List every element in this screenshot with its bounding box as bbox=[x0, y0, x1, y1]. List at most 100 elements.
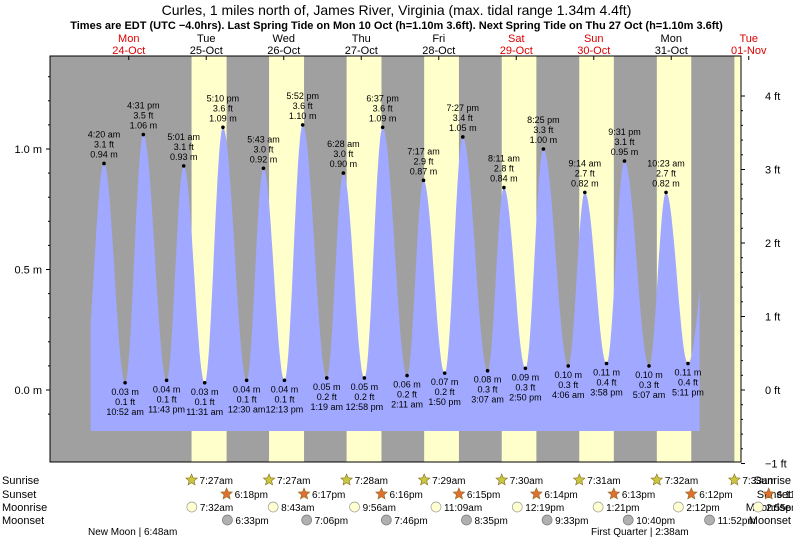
low-tide-point bbox=[604, 361, 609, 366]
low-tide-point bbox=[244, 378, 249, 383]
high-tide-height: 0.87 m bbox=[410, 166, 438, 176]
low-tide-point bbox=[282, 378, 287, 383]
axes: 1.0 m 0.5 m 0.0 m 4 ft 3 ft 2 ft 1 ft 0 ft −1 ft bbox=[14, 55, 787, 471]
high-tide-time: 5:01 am bbox=[167, 132, 200, 142]
moonrise-time: 1:21pm bbox=[606, 503, 639, 514]
low-tide-ft: 0.2 ft bbox=[317, 392, 338, 402]
chart-title: Curles, 1 miles north of, James River, V… bbox=[162, 2, 632, 18]
moonrise-icon bbox=[592, 501, 604, 513]
moonrise-icon bbox=[752, 501, 764, 513]
low-tide-height: 0.09 m bbox=[512, 372, 540, 382]
right-axis-label: 1 ft bbox=[765, 312, 780, 324]
high-tide-ft: 3.6 ft bbox=[293, 101, 314, 111]
low-tide-ft: 0.3 ft bbox=[478, 385, 499, 395]
high-tide-point bbox=[221, 125, 225, 130]
high-tide-ft: 2.7 ft bbox=[656, 168, 677, 178]
moonrise-icon bbox=[430, 501, 442, 513]
high-tide-time: 8:11 am bbox=[488, 154, 520, 164]
sunset-time: 6:16pm bbox=[389, 490, 422, 501]
low-tide-time: 12:13 pm bbox=[266, 404, 304, 414]
high-tide-ft: 2.7 ft bbox=[575, 168, 596, 178]
high-tide-ft: 3.1 ft bbox=[614, 137, 635, 147]
daylight-band bbox=[734, 56, 741, 462]
high-tide-point bbox=[102, 161, 106, 166]
low-tide-height: 0.06 m bbox=[393, 380, 421, 390]
low-tide-ft: 0.2 ft bbox=[435, 387, 456, 397]
day-header-date: 25-Oct bbox=[190, 45, 223, 57]
moonrise-time: 8:43am bbox=[281, 503, 314, 514]
low-tide-ft: 0.3 ft bbox=[639, 380, 660, 390]
high-tide-ft: 3.6 ft bbox=[373, 103, 394, 113]
high-tide-point bbox=[583, 190, 587, 195]
high-tide-point bbox=[300, 123, 305, 127]
row-label-left: Moonrise bbox=[2, 502, 47, 514]
low-tide-point bbox=[362, 376, 367, 380]
sunrise-icon bbox=[185, 473, 199, 486]
moonrise-icon bbox=[267, 501, 279, 513]
low-tide-point bbox=[566, 364, 571, 368]
low-tide-point bbox=[647, 364, 651, 368]
low-tide-ft: 0.1 ft bbox=[195, 397, 216, 407]
low-tide-time: 2:50 pm bbox=[509, 392, 542, 402]
low-tide-height: 0.10 m bbox=[554, 370, 582, 380]
low-tide-point bbox=[485, 368, 490, 373]
day-header-dow: Wed bbox=[273, 33, 295, 45]
right-axis-label: −1 ft bbox=[765, 459, 787, 471]
low-tide-height: 0.04 m bbox=[233, 384, 261, 394]
sunset-icon bbox=[220, 487, 234, 500]
low-tide-time: 4:06 am bbox=[552, 390, 585, 400]
row-label-left: Sunrise bbox=[2, 475, 39, 487]
moonset-time: 6:33pm bbox=[235, 516, 268, 527]
sunset-icon bbox=[607, 487, 621, 500]
low-tide-height: 0.04 m bbox=[153, 384, 181, 394]
low-tide-point bbox=[523, 366, 528, 371]
low-tide-height: 0.10 m bbox=[635, 370, 663, 380]
low-tide-time: 1:19 am bbox=[310, 402, 343, 412]
low-tide-time: 2:11 am bbox=[391, 400, 423, 410]
low-tide-point bbox=[405, 373, 409, 378]
sunrise-icon bbox=[262, 473, 276, 486]
sunset-time: 6:12pm bbox=[699, 490, 732, 501]
high-tide-height: 0.90 m bbox=[330, 159, 358, 169]
moonset-time: 7:46pm bbox=[394, 516, 427, 527]
sunset-icon bbox=[762, 487, 776, 500]
high-tide-ft: 3.6 ft bbox=[213, 103, 234, 113]
low-tide-ft: 0.1 ft bbox=[157, 394, 178, 404]
high-tide-point bbox=[141, 132, 146, 137]
high-tide-height: 1.00 m bbox=[530, 135, 558, 145]
low-tide-time: 5:07 am bbox=[633, 390, 666, 400]
low-tide-time: 12:30 am bbox=[228, 404, 266, 414]
day-header-dow: Thu bbox=[352, 33, 371, 45]
high-tide-height: 0.84 m bbox=[490, 174, 518, 184]
sunset-icon bbox=[375, 487, 388, 500]
moonrise-time: 2:12pm bbox=[686, 503, 719, 514]
high-tide-time: 4:20 am bbox=[88, 129, 121, 139]
sunset-icon bbox=[529, 487, 543, 500]
high-tide-time: 6:28 am bbox=[327, 139, 360, 149]
moonrise-time: 7:32am bbox=[200, 503, 233, 514]
low-tide-time: 3:58 pm bbox=[590, 387, 623, 397]
moonrise-icon bbox=[511, 501, 523, 513]
sunrise-time: 7:33am bbox=[742, 476, 775, 487]
moonrise-icon bbox=[186, 501, 198, 513]
high-tide-point bbox=[664, 190, 668, 195]
day-header-dow: Tue bbox=[739, 33, 758, 45]
moonset-icon bbox=[380, 514, 392, 526]
high-tide-time: 7:17 am bbox=[407, 146, 440, 156]
high-tide-height: 0.95 m bbox=[611, 147, 639, 157]
low-tide-ft: 0.1 ft bbox=[274, 394, 295, 404]
high-tide-point bbox=[622, 159, 627, 163]
day-header-dow: Sun bbox=[584, 33, 604, 45]
sunrise-icon bbox=[495, 473, 509, 486]
low-tide-point bbox=[324, 376, 329, 380]
moonset-time: 11:52pm bbox=[718, 516, 756, 527]
sunrise-time: 7:27am bbox=[200, 476, 233, 487]
low-tide-time: 12:58 pm bbox=[346, 402, 384, 412]
right-axis-label: 0 ft bbox=[765, 385, 780, 397]
day-header-date: 29-Oct bbox=[500, 45, 533, 57]
high-tide-point bbox=[261, 166, 266, 171]
low-tide-height: 0.03 m bbox=[191, 387, 219, 397]
moonrise-time: 12:19pm bbox=[525, 503, 564, 514]
low-tide-height: 0.04 m bbox=[271, 384, 299, 394]
